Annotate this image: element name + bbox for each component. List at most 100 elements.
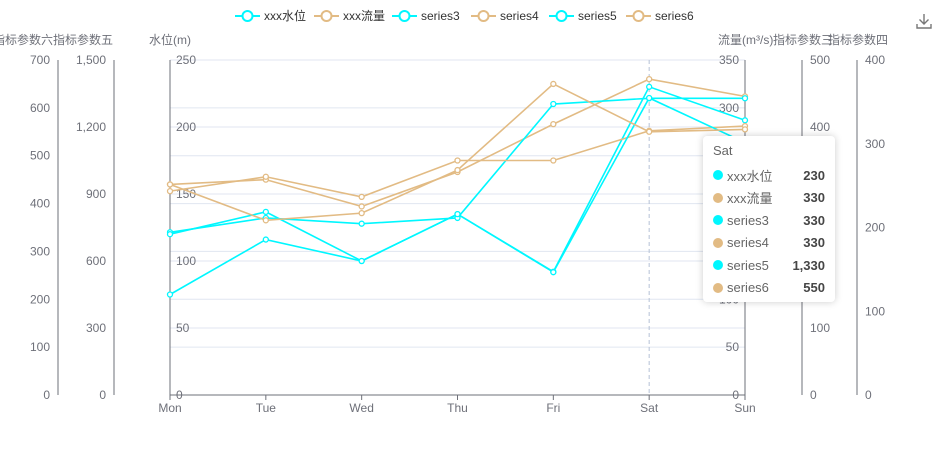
tooltip-row: series4 330 (713, 232, 825, 255)
tooltip-series-name: series6 (727, 280, 769, 296)
tooltip-marker (713, 237, 723, 248)
tooltip-marker (713, 215, 723, 226)
data-point (358, 193, 365, 201)
data-point (358, 203, 365, 210)
tooltip-title: Sat (713, 143, 733, 158)
x-tick-label: Tue (256, 401, 277, 415)
data-point (550, 120, 557, 128)
y-tick-label: 400 (810, 120, 830, 134)
y-tick-label: 50 (176, 321, 190, 335)
data-point (358, 257, 365, 265)
tooltip-rows: xxx水位 230 xxx流量 330 series3 330 series4 330 seri… (713, 164, 825, 299)
x-tick-label: Thu (447, 401, 468, 415)
y-axis-name: 指标参数四 (828, 32, 888, 47)
y-tick-label: 0 (810, 388, 817, 402)
data-point (646, 75, 653, 83)
legend-marker (555, 10, 568, 22)
data-point (358, 220, 365, 227)
tooltip-row: xxx流量 330 (713, 187, 825, 210)
legend-item: series4 (500, 9, 539, 23)
data-point (550, 100, 557, 108)
y-tick-label: 700 (30, 53, 50, 67)
x-tick-label: Mon (158, 401, 181, 415)
y-tick-label: 600 (30, 101, 50, 115)
data-point (166, 181, 174, 188)
data-point (166, 291, 174, 298)
y-tick-label: 300 (86, 321, 106, 335)
legend-marker (241, 10, 254, 22)
y-tick-label: 50 (726, 340, 740, 354)
y-tick-label: 100 (176, 254, 196, 268)
tooltip-marker (713, 170, 723, 181)
tooltip-value: 550 (803, 280, 825, 296)
data-point (646, 128, 653, 135)
y-tick-label: 0 (43, 388, 50, 402)
y-tick-label: 200 (30, 292, 50, 306)
legend-item: series3 (421, 9, 460, 23)
data-point (646, 83, 653, 90)
data-point (741, 126, 749, 133)
data-point (262, 236, 269, 243)
download-icon[interactable] (915, 12, 933, 30)
x-tick-label: Sat (640, 401, 659, 415)
data-point (454, 166, 461, 174)
legend-marker (477, 10, 490, 22)
tooltip-value: 330 (803, 190, 825, 206)
legend-marker (320, 10, 333, 22)
data-point (262, 208, 269, 216)
legend-item: xxx流量 (343, 9, 385, 23)
y-tick-label: 0 (865, 388, 872, 402)
series-line (169, 96, 746, 274)
tooltip-marker (713, 282, 723, 293)
tooltip: Sat xxx水位 230 xxx流量 330 series3 330 series4 330… (703, 136, 835, 302)
data-point (646, 94, 653, 102)
tooltip-value: 330 (803, 235, 825, 251)
y-tick-label: 0 (99, 388, 106, 402)
tooltip-marker (713, 260, 723, 271)
data-point (550, 157, 557, 164)
y-tick-label: 100 (30, 340, 50, 354)
y-tick-label: 200 (865, 221, 885, 235)
y-tick-label: 300 (719, 101, 739, 115)
y-tick-label: 500 (30, 149, 50, 163)
tooltip-row: series6 550 (713, 277, 825, 300)
tooltip-series-name: series5 (727, 257, 769, 273)
data-point (741, 95, 749, 102)
y-axis-name: 水位(m) (149, 32, 191, 47)
y-tick-label: 400 (865, 53, 885, 67)
data-point (550, 80, 557, 88)
y-tick-label: 900 (86, 187, 106, 201)
y-tick-label: 100 (865, 304, 885, 318)
tooltip-value: 230 (803, 167, 825, 183)
data-point (454, 210, 461, 218)
data-point (166, 187, 174, 195)
data-point (454, 157, 461, 164)
x-tick-label: Fri (546, 401, 560, 415)
data-point (741, 117, 749, 124)
y-tick-label: 400 (30, 197, 50, 211)
tooltip-marker (713, 192, 723, 203)
y-axis-name: 指标参数三 (773, 32, 833, 47)
tooltip-row: series3 330 (713, 209, 825, 232)
y-axis-name: 指标参数六指标参数五 (0, 32, 113, 47)
data-point (550, 269, 557, 276)
y-tick-label: 350 (719, 53, 739, 67)
tooltip-series-name: series4 (727, 235, 769, 251)
data-point (166, 231, 174, 238)
tooltip-value: 1,330 (792, 257, 825, 273)
y-tick-label: 500 (810, 53, 830, 67)
y-tick-label: 300 (865, 137, 885, 151)
series-line (169, 82, 746, 222)
series-line (169, 85, 746, 296)
legend-item: series5 (578, 9, 617, 23)
y-tick-label: 600 (86, 254, 106, 268)
tooltip-row: series5 1,330 (713, 254, 825, 277)
tooltip-series-name: series3 (727, 212, 769, 228)
x-tick-label: Wed (349, 401, 373, 415)
y-tick-label: 300 (30, 244, 50, 258)
y-tick-label: 1,200 (76, 120, 106, 134)
legend-marker (398, 10, 411, 22)
data-point (262, 173, 269, 180)
tooltip-row: xxx水位 230 (713, 164, 825, 187)
